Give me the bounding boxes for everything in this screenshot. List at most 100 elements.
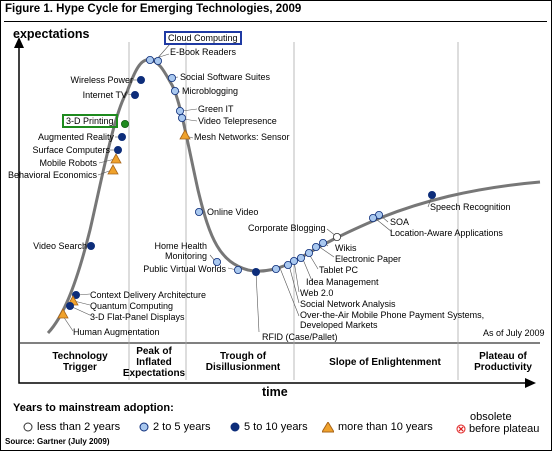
as-of-date: As of July 2009	[483, 328, 545, 338]
label-video-telepresence: Video Telepresence	[198, 116, 277, 126]
chart-axes	[14, 37, 536, 388]
marker-tablet-pc	[304, 248, 313, 257]
legend-label-2-to-5: 2 to 5 years	[153, 421, 211, 433]
marker-web-20	[289, 256, 298, 265]
label-wikis: Wikis	[335, 243, 357, 253]
white-circle-icon	[23, 422, 33, 432]
phase-trough-of-disillusionment: Trough of Disillusionment	[205, 351, 281, 373]
label-online-video: Online Video	[207, 207, 259, 217]
legend-more-than-10-years: more than 10 years	[322, 421, 433, 433]
marker-context-delivery	[72, 290, 81, 299]
label-social-network-analysis: Social Network Analysis	[300, 299, 396, 309]
label-speech-recognition: Speech Recognition	[430, 202, 511, 212]
marker-human-augmentation	[57, 308, 69, 319]
legend-obsolete-before-plateau: obsolete before plateau	[456, 411, 539, 435]
marker-social-software-suites	[167, 74, 176, 83]
label-home-health-monitoring: Home Health Monitoring	[154, 241, 207, 261]
legend-label-before-plateau: before plateau	[469, 423, 540, 435]
label-idea-management: Idea Management	[306, 277, 379, 287]
label-surface-computers: Surface Computers	[32, 145, 110, 155]
label-mobile-robots: Mobile Robots	[39, 158, 97, 168]
marker-cloud-computing	[145, 56, 154, 65]
label-3d-flat-panel: 3-D Flat-Panel Displays	[90, 312, 185, 322]
label-mobile-payment: Over-the-Air Mobile Phone Payment System…	[300, 310, 485, 330]
phase-dividers	[128, 42, 459, 380]
label-ebook-readers: E-Book Readers	[170, 47, 237, 57]
marker-speech-recognition	[427, 190, 436, 199]
marker-mobile-robots	[110, 153, 122, 164]
phase-technology-trigger: Technology Trigger	[52, 351, 108, 373]
x-axis-label: time	[262, 385, 288, 399]
label-social-software-suites: Social Software Suites	[180, 72, 271, 82]
label-cloud-computing: Cloud Computing	[164, 31, 242, 45]
technology-markers	[57, 56, 436, 319]
label-behavioral-economics: Behavioral Economics	[7, 170, 97, 180]
marker-video-search	[87, 241, 96, 250]
marker-electronic-paper	[311, 242, 320, 251]
marker-online-video	[194, 207, 203, 216]
label-wireless-power: Wireless Power	[70, 75, 133, 85]
marker-idea-management	[296, 253, 305, 262]
marker-green-it	[175, 107, 184, 116]
leader-lines	[62, 43, 433, 333]
label-microblogging: Microblogging	[182, 86, 239, 96]
legend-label-5-to-10: 5 to 10 years	[244, 421, 308, 433]
label-mesh-networks-sensor: Mesh Networks: Sensor	[194, 132, 290, 142]
light-blue-circle-icon	[139, 422, 149, 432]
marker-wikis	[318, 238, 327, 247]
phase-plateau-of-productivity: Plateau of Productivity	[474, 351, 532, 373]
label-video-search: Video Search	[33, 241, 87, 251]
x-axis-arrow	[525, 378, 536, 388]
marker-social-network-analysis	[283, 260, 292, 269]
legend-2-to-5-years: 2 to 5 years	[139, 421, 210, 433]
source-note: Source: Gartner (July 2009)	[5, 437, 110, 446]
marker-internet-tv	[130, 91, 139, 100]
label-corporate-blogging: Corporate Blogging	[248, 223, 326, 233]
y-axis-arrow	[14, 37, 24, 48]
marker-3d-flat-panel	[66, 301, 75, 310]
marker-location-aware	[368, 213, 377, 222]
legend-label-more-than-10: more than 10 years	[338, 421, 433, 433]
marker-home-health-monitoring	[212, 257, 221, 266]
y-axis-label: expectations	[13, 27, 90, 41]
marker-video-telepresence	[177, 114, 186, 123]
legend-label-less-than-2: less than 2 years	[37, 421, 121, 433]
label-3d-printing: 3-D Printing	[62, 114, 118, 128]
legend-label-obsolete: obsolete	[470, 411, 512, 423]
marker-microblogging	[170, 87, 179, 96]
marker-public-virtual-worlds	[233, 265, 242, 274]
marker-mesh-networks-sensor	[179, 129, 191, 140]
phase-peak-of-inflated-expectations: Peak of Inflated Expectations	[122, 346, 186, 379]
figure-title: Figure 1. Hype Cycle for Emerging Techno…	[5, 3, 302, 15]
marker-behavioral-economics	[107, 164, 119, 175]
marker-ebook-readers	[153, 57, 162, 66]
label-quantum-computing: Quantum Computing	[90, 301, 174, 311]
label-human-augmentation: Human Augmentation	[73, 327, 160, 337]
orange-triangle-icon	[322, 421, 334, 432]
label-public-virtual-worlds: Public Virtual Worlds	[143, 264, 226, 274]
label-augmented-reality: Augmented Reality	[37, 132, 114, 142]
legend-less-than-2-years: less than 2 years	[23, 421, 120, 433]
label-electronic-paper: Electronic Paper	[335, 254, 402, 264]
legend-title: Years to mainstream adoption:	[13, 402, 174, 414]
label-internet-tv: Internet TV	[82, 90, 127, 100]
label-location-aware: Location-Aware Applications	[390, 228, 503, 238]
marker-rfid	[251, 267, 260, 276]
label-web-20: Web 2.0	[300, 288, 334, 298]
marker-surface-computers	[114, 145, 123, 154]
title-divider	[4, 21, 547, 22]
dark-blue-circle-icon	[230, 422, 240, 432]
legend-5-to-10-years: 5 to 10 years	[230, 421, 308, 433]
marker-corporate-blogging	[332, 232, 341, 241]
marker-augmented-reality	[118, 132, 127, 141]
label-green-it: Green IT	[198, 104, 234, 114]
marker-wireless-power	[136, 76, 145, 85]
red-x-circle-icon	[456, 424, 466, 434]
axis-lines	[18, 45, 527, 384]
phase-slope-of-enlightenment: Slope of Enlightenment	[329, 357, 441, 368]
marker-3d-printing	[121, 120, 130, 129]
marker-mobile-payment	[271, 264, 280, 273]
label-tablet-pc: Tablet PC	[319, 265, 359, 275]
label-rfid: RFID (Case/Pallet)	[262, 332, 338, 342]
